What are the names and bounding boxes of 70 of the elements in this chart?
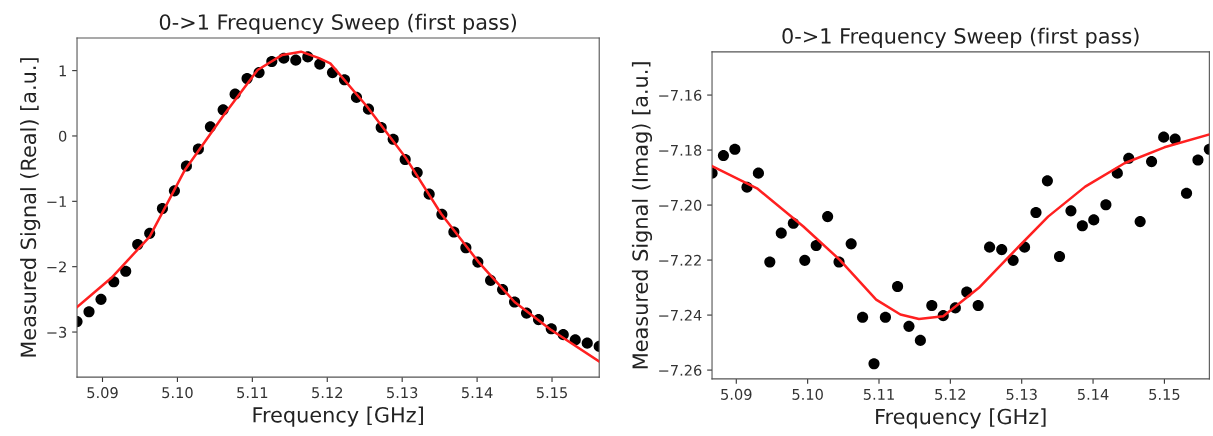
point (1041, 175, 1053, 187)
y-tick-label: −3 (47, 326, 67, 338)
point (868, 358, 880, 370)
point (1030, 206, 1042, 219)
point (984, 241, 996, 253)
line-series (77, 50, 600, 363)
point (1134, 216, 1146, 228)
point (810, 239, 822, 252)
point (879, 311, 891, 323)
chart-title: 0->1 Frequency Sweep (first pass) (782, 27, 1139, 48)
point (290, 54, 302, 66)
x-tick-label: 5.10 (162, 387, 193, 399)
point (996, 244, 1008, 256)
point (903, 320, 915, 332)
point (822, 211, 834, 223)
chart-title: 0->1 Frequency Sweep (first pass) (159, 13, 517, 34)
x-tick-label: 5.09 (721, 388, 752, 400)
line-series (712, 133, 1210, 321)
x-tick-label: 5.12 (312, 387, 343, 399)
point (729, 143, 741, 155)
x-tick-label: 5.09 (87, 387, 118, 399)
point (972, 299, 984, 312)
point (752, 167, 764, 179)
point (857, 311, 869, 323)
x-tick-label: 5.11 (863, 389, 894, 400)
point (120, 265, 132, 277)
x-tick-label: 5.10 (792, 388, 823, 400)
point (581, 337, 593, 349)
point (1065, 205, 1077, 217)
point (926, 299, 938, 312)
x-tick-label: 5.14 (1077, 389, 1109, 400)
y-tick-label: −7.24 (659, 309, 702, 321)
y-tick-label: −7.22 (659, 254, 701, 266)
point (1100, 199, 1112, 211)
point (1053, 250, 1066, 263)
point (799, 254, 811, 266)
x-tick-label: 5.15 (1149, 389, 1180, 400)
y-tick-label: 0 (58, 130, 67, 142)
point (891, 280, 904, 293)
point (1158, 131, 1170, 143)
y-tick-label: −2 (47, 261, 66, 273)
point (1180, 187, 1193, 199)
y-tick-label: 1 (59, 65, 66, 77)
point (95, 293, 107, 305)
x-tick-label: 5.13 (387, 387, 418, 399)
point (1088, 214, 1100, 226)
x-tick-label: 5.14 (461, 387, 493, 399)
point (764, 256, 776, 268)
y-tick-label: −7.16 (659, 89, 702, 101)
point (914, 334, 926, 346)
x-tick-label: 5.13 (1006, 388, 1037, 400)
point (83, 306, 95, 318)
x-tick-label: 5.15 (536, 387, 567, 399)
point (1146, 156, 1158, 168)
point (1192, 154, 1204, 166)
y-tick-label: −7.26 (659, 364, 702, 376)
x-tick-label: 5.11 (237, 387, 268, 399)
y-tick-label: −1 (47, 196, 66, 207)
point (1007, 254, 1019, 266)
y-axis-title: Measured Signal (Imag) [a.u.] (631, 62, 653, 369)
point (1076, 220, 1088, 232)
y-tick-label: −7.20 (659, 199, 702, 211)
point (775, 227, 787, 239)
y-axis-title: Measured Signal (Real) [a.u.] (20, 58, 41, 357)
y-tick-label: −7.18 (659, 144, 702, 156)
x-tick-label: 5.12 (935, 388, 966, 400)
point (717, 150, 729, 162)
x-axis-title: Frequency [GHz] (876, 408, 1046, 429)
x-axis-title: Frequency [GHz] (253, 406, 423, 427)
point (845, 238, 857, 250)
